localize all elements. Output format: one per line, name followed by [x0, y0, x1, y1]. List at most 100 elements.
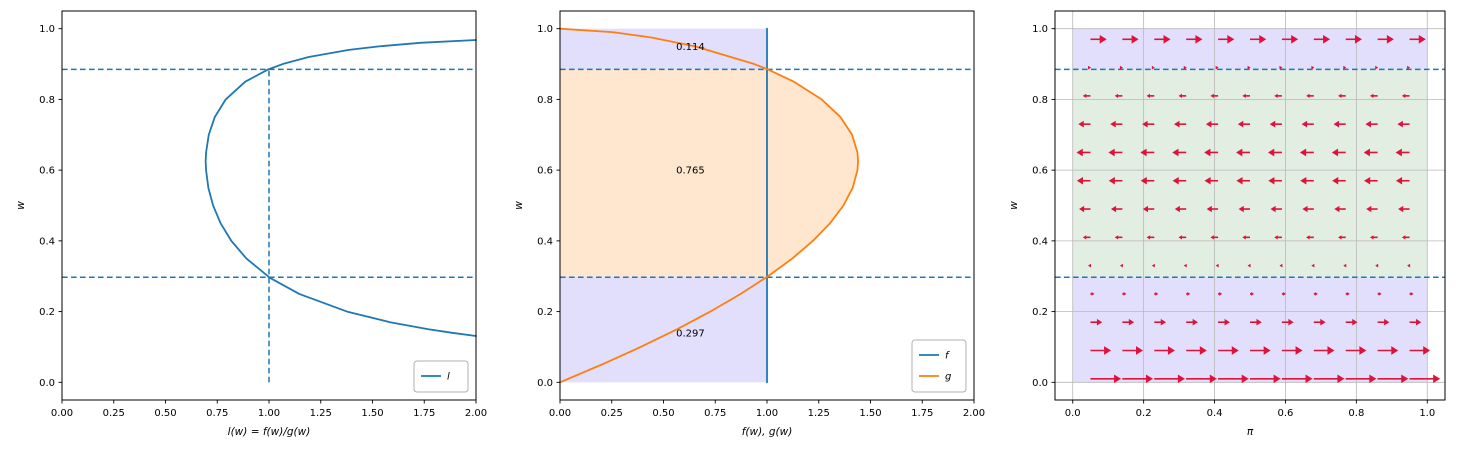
y-tick-label: 0.4 [39, 236, 55, 247]
x-tick-label: 0.00 [549, 408, 571, 419]
x-tick-label: 0.75 [206, 408, 228, 419]
quiver-arrow-head [1274, 235, 1278, 240]
quiver-arrow-head [1145, 374, 1153, 384]
x-tick-label: 0.8 [1348, 408, 1364, 419]
x-tick-label: 0.00 [51, 408, 73, 419]
quiver-arrow-head [1151, 65, 1155, 70]
quiver-arrow-head [1384, 318, 1390, 326]
y-tick-label: 0.0 [39, 378, 55, 389]
quiver-arrow-head [1375, 65, 1379, 70]
quiver-arrow-head [1311, 65, 1315, 70]
x-tick-label: 1.75 [413, 408, 435, 419]
panel-fg: 0.297 0.765 0.114 0.00 0.25 0.50 0.75 1.00 1.25 1… [513, 10, 985, 438]
quiver-arrow-head [1079, 205, 1085, 213]
quiver-arrow-head [1364, 176, 1371, 185]
quiver-arrow-head [1263, 346, 1271, 355]
quiver-arrow-head [1378, 292, 1382, 296]
quiver-arrow-head [1268, 176, 1275, 185]
x-tick-label: 2.00 [465, 408, 487, 419]
y-tick-label: 1.0 [537, 24, 553, 35]
quiver-arrow-head [1238, 205, 1244, 213]
quiver-arrow-head [1242, 235, 1246, 240]
quiver-arrow-head [1306, 235, 1310, 240]
quiver-arrow-head [1259, 34, 1267, 44]
legend-label: l [447, 372, 450, 383]
quiver-arrow-head [1291, 34, 1299, 44]
quiver-arrow-head [1395, 148, 1402, 157]
quiver-arrow-head [1167, 346, 1175, 355]
quiver-arrow-head [1231, 346, 1239, 355]
quiver-arrow-head [1131, 34, 1139, 44]
y-tick-label: 0.2 [1032, 307, 1048, 318]
series-g [559, 27, 859, 384]
quiver-arrow-head [1334, 205, 1340, 213]
quiver-arrow-head [1227, 34, 1235, 44]
x-tick-label: 0.50 [154, 408, 176, 419]
quiver-arrow-head [1306, 93, 1310, 99]
quiver-arrow-head [1151, 263, 1155, 268]
x-tick-label: 2.00 [963, 408, 985, 419]
quiver-arrow-head [1078, 120, 1084, 128]
quiver-arrow-head [1363, 148, 1370, 157]
quiver-arrow-head [1146, 235, 1151, 240]
x-tick-label: 1.25 [808, 408, 830, 419]
quiver-arrow-head [1398, 205, 1404, 213]
x-tick-label: 1.75 [911, 408, 933, 419]
x-tick-label: 0.6 [1278, 408, 1294, 419]
quiver-arrow-head [1391, 346, 1399, 355]
x-tick-label: 1.50 [361, 408, 383, 419]
quiver-arrow-head [1369, 93, 1374, 99]
y-tick-label: 0.6 [1032, 166, 1048, 177]
y-tick-label: 0.4 [537, 236, 553, 247]
quiver-arrow-head [1397, 120, 1403, 128]
quiver-arrow-head [1375, 263, 1379, 268]
quiver-arrow-head [1110, 120, 1116, 128]
quiver-arrow-head [1215, 65, 1219, 70]
quiver-arrow-head [1369, 374, 1377, 384]
quiver-arrow-head [1108, 148, 1115, 157]
quiver-arrow-head [1178, 235, 1182, 240]
quiver-arrow-head [1274, 93, 1278, 99]
quiver-arrow-head [1136, 346, 1144, 355]
quiver-arrow-head [1416, 318, 1422, 326]
quiver-arrow-head [1282, 292, 1286, 296]
quiver-arrow-head [1343, 263, 1347, 268]
quiver-arrow-head [1327, 346, 1335, 355]
quiver-arrow-head [1288, 318, 1294, 326]
quiver-arrow-head [1251, 292, 1255, 296]
y-tick-label: 0.8 [39, 95, 55, 106]
shaded-region [560, 277, 767, 383]
quiver-arrow-head [1096, 318, 1103, 326]
x-tick-label: 1.50 [859, 408, 881, 419]
y-axis-label: w [15, 201, 27, 210]
quiver-arrow-head [1099, 34, 1107, 44]
region-value-label: 0.114 [676, 42, 705, 53]
quiver-arrow-head [1076, 176, 1083, 185]
x-tick-label: 0.4 [1207, 408, 1223, 419]
quiver-arrow-head [1195, 34, 1203, 44]
quiver-arrow-head [1295, 346, 1303, 355]
quiver-arrow-head [1247, 263, 1251, 268]
quiver-arrow-head [1140, 148, 1147, 157]
quiver-arrow-head [1338, 93, 1342, 99]
quiver-arrow-head [1338, 235, 1342, 240]
quiver-arrow-head [1331, 148, 1339, 157]
quiver-arrow-head [1343, 65, 1347, 70]
quiver-arrow-head [1199, 346, 1207, 355]
y-tick-label: 0.4 [1032, 236, 1048, 247]
shaded-region [1072, 69, 1428, 278]
quiver-arrow-head [1119, 263, 1123, 268]
quiver-arrow-head [1140, 176, 1147, 185]
y-axis-label: w [513, 201, 525, 210]
quiver-arrow-head [1236, 176, 1243, 185]
quiver-arrow-head [1114, 235, 1119, 240]
quiver-arrow-head [1242, 93, 1246, 99]
y-axis-label: w [1008, 201, 1020, 210]
quiver-arrow-head [1088, 65, 1092, 70]
quiver-arrow-head [1172, 148, 1179, 157]
quiver-arrow-head [1241, 374, 1249, 384]
quiver-arrow-head [1273, 374, 1281, 384]
quiver-arrow-head [1279, 263, 1283, 268]
quiver-arrow-head [1269, 120, 1276, 128]
